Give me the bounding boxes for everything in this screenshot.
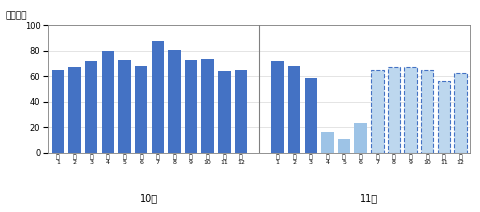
Bar	[235, 70, 247, 153]
Bar	[338, 139, 350, 153]
Bar	[271, 61, 284, 153]
Text: （万人）: （万人）	[6, 11, 27, 20]
Bar	[454, 73, 467, 153]
Bar	[288, 66, 300, 153]
Bar	[85, 61, 97, 153]
Bar	[152, 41, 164, 153]
Bar	[354, 123, 367, 153]
Bar	[102, 51, 114, 153]
Bar	[404, 67, 417, 153]
Text: 11年: 11年	[360, 193, 378, 203]
Text: 10年: 10年	[140, 193, 158, 203]
Bar	[185, 60, 197, 153]
Bar	[218, 71, 230, 153]
Bar	[388, 67, 400, 153]
Bar	[321, 132, 334, 153]
Bar	[202, 59, 214, 153]
Bar	[52, 70, 64, 153]
Bar	[304, 78, 317, 153]
Bar	[135, 66, 147, 153]
Bar	[438, 81, 450, 153]
Bar	[421, 70, 433, 153]
Bar	[118, 60, 131, 153]
Bar	[68, 67, 81, 153]
Bar	[168, 50, 180, 153]
Bar	[371, 70, 384, 153]
